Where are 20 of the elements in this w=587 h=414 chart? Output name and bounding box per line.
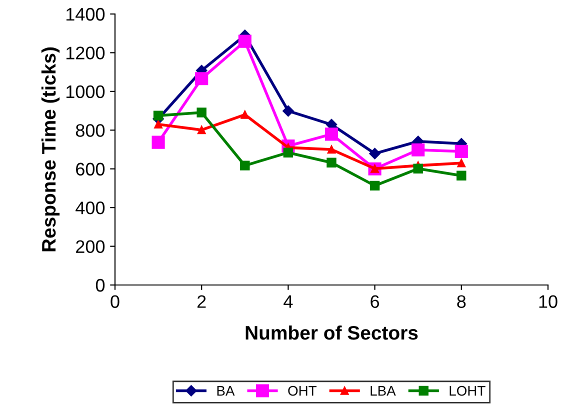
- legend-label: LBA: [370, 386, 396, 396]
- legend-label: LOHT: [450, 386, 486, 396]
- x-tick-label: 8: [457, 295, 466, 308]
- y-tick-label: 1000: [66, 85, 105, 98]
- x-tick-label: 6: [370, 295, 380, 308]
- y-axis-title: Response Time (ticks): [41, 47, 60, 252]
- x-axis-title: Number of Sectors: [246, 325, 418, 340]
- y-tick-label: 1200: [66, 46, 105, 60]
- y-tick-label: 0: [96, 278, 105, 292]
- y-tick-label: 800: [76, 124, 105, 137]
- x-tick-label: 0: [110, 295, 120, 308]
- y-tick-label: 600: [76, 162, 105, 176]
- x-tick-label: 10: [539, 295, 558, 308]
- legend-label: BA: [217, 386, 235, 396]
- x-tick-label: 2: [197, 295, 206, 308]
- x-tick-label: 4: [284, 295, 293, 308]
- y-tick-label: 400: [76, 202, 105, 214]
- y-tick-label: 1400: [66, 8, 105, 21]
- legend-label: OHT: [288, 386, 317, 396]
- y-tick-label: 200: [76, 240, 105, 254]
